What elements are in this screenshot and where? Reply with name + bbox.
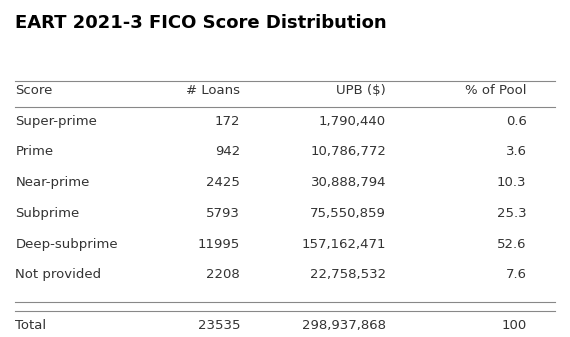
Text: Near-prime: Near-prime	[15, 176, 90, 189]
Text: 7.6: 7.6	[506, 268, 527, 281]
Text: # Loans: # Loans	[186, 84, 240, 97]
Text: 2208: 2208	[206, 268, 240, 281]
Text: 10.3: 10.3	[497, 176, 527, 189]
Text: 172: 172	[214, 115, 240, 128]
Text: 30,888,794: 30,888,794	[311, 176, 386, 189]
Text: 5793: 5793	[206, 207, 240, 220]
Text: 10,786,772: 10,786,772	[310, 145, 386, 158]
Text: Prime: Prime	[15, 145, 54, 158]
Text: Subprime: Subprime	[15, 207, 80, 220]
Text: 52.6: 52.6	[497, 238, 527, 250]
Text: 1,790,440: 1,790,440	[319, 115, 386, 128]
Text: % of Pool: % of Pool	[465, 84, 527, 97]
Text: Super-prime: Super-prime	[15, 115, 97, 128]
Text: 2425: 2425	[206, 176, 240, 189]
Text: UPB ($): UPB ($)	[336, 84, 386, 97]
Text: EART 2021-3 FICO Score Distribution: EART 2021-3 FICO Score Distribution	[15, 14, 387, 32]
Text: 157,162,471: 157,162,471	[302, 238, 386, 250]
Text: 3.6: 3.6	[506, 145, 527, 158]
Text: 100: 100	[501, 319, 527, 332]
Text: 0.6: 0.6	[506, 115, 527, 128]
Text: Not provided: Not provided	[15, 268, 101, 281]
Text: Total: Total	[15, 319, 47, 332]
Text: 298,937,868: 298,937,868	[302, 319, 386, 332]
Text: Score: Score	[15, 84, 53, 97]
Text: 22,758,532: 22,758,532	[310, 268, 386, 281]
Text: 23535: 23535	[198, 319, 240, 332]
Text: 75,550,859: 75,550,859	[310, 207, 386, 220]
Text: 25.3: 25.3	[497, 207, 527, 220]
Text: Deep-subprime: Deep-subprime	[15, 238, 118, 250]
Text: 11995: 11995	[198, 238, 240, 250]
Text: 942: 942	[215, 145, 240, 158]
